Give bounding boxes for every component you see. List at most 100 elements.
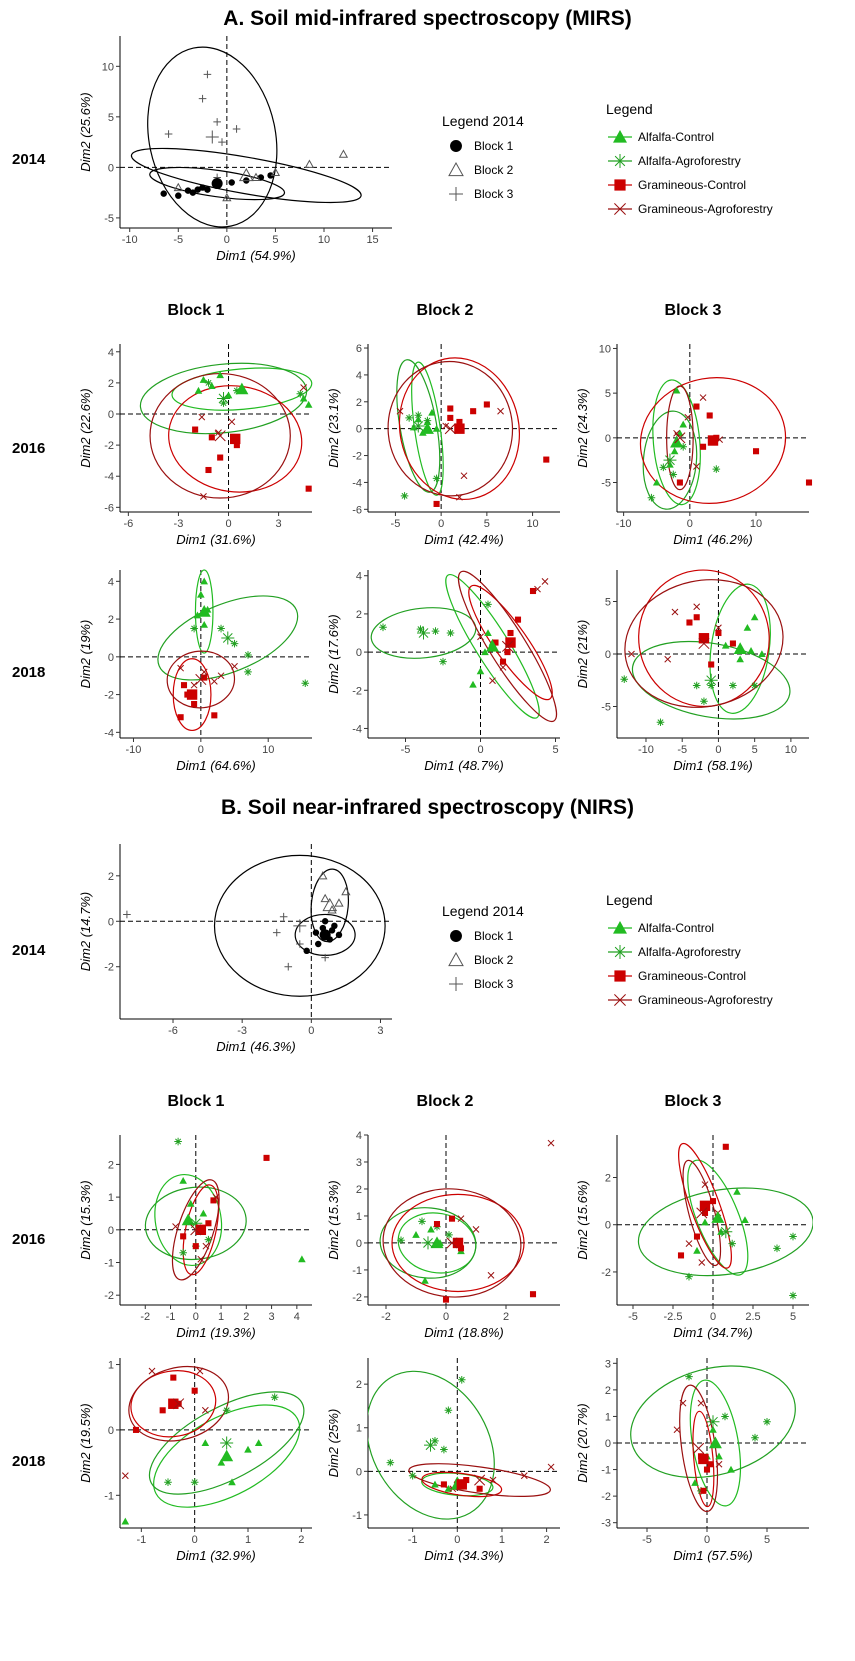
data-point xyxy=(432,424,441,432)
data-point xyxy=(698,1259,706,1266)
panel-B16b1: -2 -1 0 1 2 3 4 -2 -1 0 1 2 Dim1 (19.3%) Dim2 (15.3%) xyxy=(78,1135,312,1340)
legend-key xyxy=(613,945,627,959)
data-point xyxy=(700,443,707,450)
y-axis-label: Dim2 (15.3%) xyxy=(326,1180,341,1259)
y-tick-label: -2 xyxy=(352,1292,362,1304)
data-point xyxy=(180,1233,187,1240)
data-point xyxy=(431,1480,439,1488)
data-point xyxy=(200,577,209,585)
data-point xyxy=(672,386,681,394)
centroid-marker xyxy=(186,689,198,700)
confidence-ellipse xyxy=(624,579,784,708)
data-point xyxy=(217,1458,226,1466)
data-point xyxy=(232,125,241,133)
y-tick-label: -2 xyxy=(104,440,114,452)
data-point xyxy=(743,623,752,631)
y-tick-label: -5 xyxy=(601,702,611,714)
confidence-ellipse xyxy=(387,360,514,497)
data-point xyxy=(210,677,218,685)
data-point xyxy=(201,1439,210,1447)
data-point xyxy=(428,408,436,416)
plot-area xyxy=(639,377,813,510)
data-point xyxy=(315,940,322,948)
y-axis-label: Dim2 (23.1%) xyxy=(326,388,341,467)
centroid-marker xyxy=(505,637,516,648)
y-tick-label: 1 xyxy=(356,1423,362,1435)
data-point xyxy=(489,677,496,685)
plot-area xyxy=(637,1142,813,1300)
section-title-mirs: A. Soil mid-infrared spectroscopy (MIRS) xyxy=(223,7,632,30)
data-point xyxy=(244,668,252,676)
confidence-ellipse xyxy=(368,1370,495,1520)
confidence-ellipse xyxy=(687,1159,749,1276)
legend-entry: Alfalfa-Control xyxy=(638,130,714,144)
data-point xyxy=(448,1215,456,1222)
data-point xyxy=(457,1245,465,1252)
data-point xyxy=(199,1209,208,1217)
x-tick-label: -10 xyxy=(616,518,632,530)
x-tick-label: -5 xyxy=(173,234,183,246)
data-point xyxy=(233,386,241,395)
data-point xyxy=(216,371,224,379)
y-axis-label: Dim2 (14.7%) xyxy=(78,892,93,971)
data-point xyxy=(405,414,413,422)
data-point xyxy=(691,1479,699,1486)
centroid-marker xyxy=(205,130,219,144)
y-tick-label: 0 xyxy=(108,652,114,664)
data-point xyxy=(709,1198,717,1205)
data-point xyxy=(175,192,182,199)
centroid-marker xyxy=(719,1225,733,1239)
x-tick-label: -6 xyxy=(168,1025,178,1037)
plot-area xyxy=(139,362,313,500)
y-tick-label: 1 xyxy=(605,1411,611,1423)
data-point xyxy=(164,1478,172,1487)
data-point xyxy=(445,1231,453,1239)
centroid-marker xyxy=(663,453,677,467)
y-tick-label: -1 xyxy=(601,1465,611,1477)
legend-entry: Block 3 xyxy=(474,977,514,991)
confidence-ellipse xyxy=(194,569,214,654)
data-point xyxy=(703,1466,711,1473)
x-axis-label: Dim1 (46.2%) xyxy=(673,532,752,547)
data-point xyxy=(469,680,477,688)
data-point xyxy=(447,414,454,421)
legend-key xyxy=(448,951,464,967)
data-point xyxy=(431,627,440,635)
y-axis-label: Dim2 (15.6%) xyxy=(575,1180,590,1259)
centroid-marker xyxy=(189,1216,203,1230)
data-point xyxy=(671,608,679,616)
centroid-marker xyxy=(197,605,211,617)
data-point xyxy=(442,422,450,430)
centroid-marker xyxy=(417,626,430,640)
data-point xyxy=(400,492,409,500)
y-axis-label: Dim2 (22.6%) xyxy=(78,388,93,467)
confidence-ellipse xyxy=(130,147,362,204)
y-axis-label: Dim2 (21%) xyxy=(575,620,590,689)
data-point xyxy=(547,1139,555,1147)
data-point xyxy=(483,401,490,408)
legend-key xyxy=(449,977,463,991)
y-tick-label: 2 xyxy=(356,1379,362,1391)
x-tick-label: 0 xyxy=(224,234,230,246)
plot-area xyxy=(370,570,558,723)
confidence-ellipse xyxy=(709,583,771,714)
data-point xyxy=(693,463,700,470)
centroid-marker xyxy=(706,1415,720,1429)
confidence-ellipse xyxy=(171,367,313,411)
y-tick-label: 1 xyxy=(108,1360,114,1372)
centroid-marker xyxy=(195,673,207,686)
y-tick-label: 0 xyxy=(108,916,114,928)
data-point xyxy=(477,633,484,641)
data-point xyxy=(433,500,440,507)
x-tick-label: 1 xyxy=(245,1534,251,1546)
data-point xyxy=(541,578,549,585)
confidence-ellipse xyxy=(213,854,386,997)
data-point xyxy=(733,1187,741,1195)
data-point xyxy=(338,149,349,158)
data-point xyxy=(189,189,197,196)
panel-B14: -6 -3 0 3 -2 0 2 Dim1 (46.3%) Dim2 (14.7%) xyxy=(78,844,392,1054)
x-tick-label: -1 xyxy=(408,1534,418,1546)
centroid-marker xyxy=(211,178,223,190)
legend-title: Legend 2014 xyxy=(442,903,524,919)
data-point xyxy=(457,1215,465,1223)
